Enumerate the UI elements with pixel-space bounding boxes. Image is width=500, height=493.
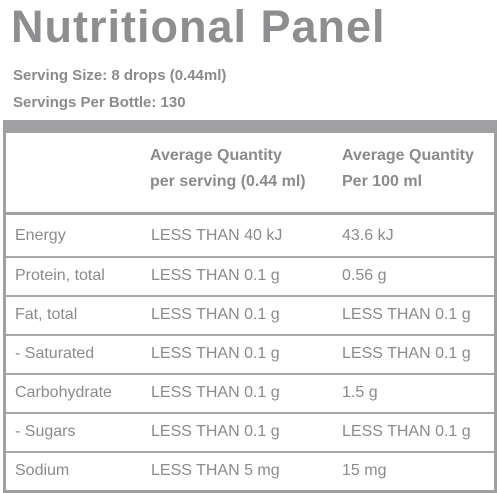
per-serving-value: LESS THAN 5 mg <box>151 462 280 479</box>
nutrient-name: Carbohydrate <box>15 384 112 401</box>
row-divider <box>3 295 497 297</box>
column-header-per-100ml: Average Quantity Per 100 ml <box>342 143 474 195</box>
nutrition-panel: Nutritional Panel Serving Size: 8 drops … <box>3 0 497 493</box>
nutrient-name: Fat, total <box>15 306 78 323</box>
per-serving-value: LESS THAN 0.1 g <box>151 345 280 362</box>
column-header-per-100ml-line1: Average Quantity <box>342 147 474 164</box>
per-serving-value: LESS THAN 0.1 g <box>151 267 280 284</box>
per-serving-value: LESS THAN 40 kJ <box>151 227 283 244</box>
table-row: Carbohydrate LESS THAN 0.1 g 1.5 g <box>3 374 497 411</box>
row-divider <box>3 373 497 375</box>
table-row: - Sugars LESS THAN 0.1 g LESS THAN 0.1 g <box>3 413 497 450</box>
per-serving-value: LESS THAN 0.1 g <box>151 423 280 440</box>
per-100ml-value: LESS THAN 0.1 g <box>342 306 471 323</box>
row-divider <box>3 412 497 414</box>
per-100ml-value: 43.6 kJ <box>342 227 394 244</box>
header-divider-bar <box>3 120 497 133</box>
nutrient-name: Protein, total <box>15 267 105 284</box>
per-100ml-value: 15 mg <box>342 462 387 479</box>
row-divider <box>3 451 497 453</box>
column-header-per-100ml-line2: Per 100 ml <box>342 173 423 190</box>
row-divider <box>3 334 497 336</box>
per-serving-value: LESS THAN 0.1 g <box>151 384 280 401</box>
serving-size: Serving Size: 8 drops (0.44ml) <box>13 67 227 84</box>
column-header-per-serving: Average Quantity per serving (0.44 ml) <box>150 143 306 195</box>
per-100ml-value: LESS THAN 0.1 g <box>342 423 471 440</box>
nutrient-name: Energy <box>15 227 66 244</box>
nutrient-name: Sodium <box>15 462 70 479</box>
column-header-per-serving-line1: Average Quantity <box>150 147 282 164</box>
column-header-per-serving-line2: per serving (0.44 ml) <box>150 173 306 190</box>
per-100ml-value: LESS THAN 0.1 g <box>342 345 471 362</box>
servings-per-bottle: Servings Per Bottle: 130 <box>13 94 186 111</box>
table-row: Energy LESS THAN 40 kJ 43.6 kJ <box>3 217 497 254</box>
nutrient-name: - Saturated <box>15 345 95 362</box>
per-100ml-value: 1.5 g <box>342 384 378 401</box>
panel-title: Nutritional Panel <box>11 1 386 52</box>
per-serving-value: LESS THAN 0.1 g <box>151 306 280 323</box>
table-header-divider <box>3 212 497 215</box>
per-100ml-value: 0.56 g <box>342 267 387 284</box>
table-row: Protein, total LESS THAN 0.1 g 0.56 g <box>3 257 497 294</box>
table-row: Fat, total LESS THAN 0.1 g LESS THAN 0.1… <box>3 296 497 333</box>
row-divider <box>3 256 497 258</box>
table-row: - Saturated LESS THAN 0.1 g LESS THAN 0.… <box>3 335 497 372</box>
table-row: Sodium LESS THAN 5 mg 15 mg <box>3 452 497 489</box>
nutrient-name: - Sugars <box>15 423 76 440</box>
